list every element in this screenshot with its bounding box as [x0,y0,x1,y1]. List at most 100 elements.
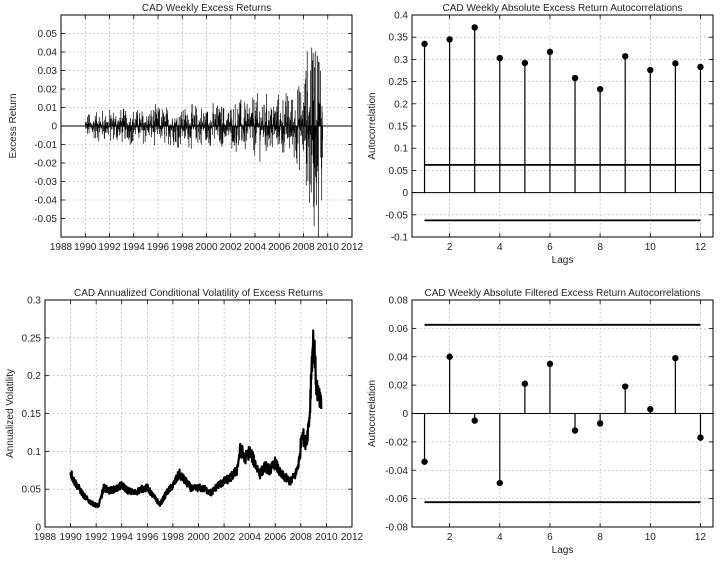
y-tick-label: 0.06 [389,324,409,335]
x-tick-label: 2010 [317,242,340,253]
x-tick-label: 2 [447,242,453,253]
stem-marker [571,427,579,434]
y-tick-label: -0.01 [34,140,57,151]
x-tick-label: 1988 [34,532,57,543]
x-tick-label: 1996 [136,532,159,543]
x-tick-label: 2004 [244,242,267,253]
x-tick-label: 2002 [213,532,236,543]
chart-panel-3: 1988 1990 1992 1994 1996 1998 2000 2002 2004 2006… [5,288,364,543]
return-series [84,47,324,237]
stem-marker [421,458,428,465]
stem-marker [647,66,654,74]
stem-marker [596,420,604,427]
stem-marker [546,48,554,56]
y-tick-label: 0.35 [389,33,409,44]
y-tick-label: 0.02 [38,85,58,96]
y-tick-label: 0.03 [38,66,58,77]
x-tick-label: 1992 [85,532,108,543]
stem-marker [672,60,679,67]
x-tick-label: 8 [597,242,603,253]
y-tick-label: 0 [402,409,408,420]
x-tick-label: 6 [547,532,553,543]
x-tick-label: 12 [695,532,707,543]
y-tick-label: 0.05 [389,166,409,177]
stem-marker [471,24,478,31]
y-tick-label: 0.1 [27,447,41,458]
x-tick-label: 1998 [171,242,194,253]
x-tick-label: 1994 [123,242,146,253]
y-tick-label: -0.04 [385,466,408,477]
y-axis-label: Autocorrelation [367,380,378,447]
x-tick-label: 1996 [147,242,170,253]
volatility-line [69,329,323,509]
y-tick-label: 0 [402,188,408,199]
y-tick-label: 0.25 [22,333,42,344]
stem-marker [446,353,453,360]
y-tick-label: 0.04 [38,48,58,59]
y-tick-label: 0.1 [394,144,408,155]
stem-marker [697,434,704,441]
y-tick-label: 0.05 [22,485,42,496]
y-tick-label: 0.2 [394,99,408,110]
stem-marker [496,54,503,62]
stem-marker [622,383,629,390]
x-tick-label: 4 [497,242,503,253]
x-tick-label: 1990 [59,532,82,543]
y-tick-label: -0.06 [385,494,408,505]
y-tick-label: 0.15 [22,409,42,420]
x-tick-label: 2006 [268,242,291,253]
x-axis-label: Lags [552,255,574,266]
y-axis-label: Autocorrelation [367,92,378,159]
y-axis-label: Excess Return [8,93,19,158]
x-tick-label: 1992 [98,242,121,253]
stem-marker [521,59,529,67]
y-tick-label: 0 [51,122,57,133]
x-tick-label: 6 [547,242,553,253]
y-tick-label: 0.05 [38,29,58,40]
x-tick-label: 2012 [341,532,364,543]
stem-marker [622,53,629,60]
y-tick-label: 0.3 [394,55,408,66]
x-tick-label: 4 [497,532,503,543]
x-tick-label: 2008 [292,242,315,253]
stem-marker [672,354,679,362]
y-tick-label: 0.3 [27,296,41,307]
y-tick-label: -0.05 [34,214,57,225]
y-tick-label: 0 [35,523,41,534]
chart-title: CAD Annualized Conditional Volatility of… [74,288,323,299]
stem-marker [521,380,529,387]
x-tick-label: 2000 [187,532,210,543]
chart-panel-4: 2 4 6 8 10 12 -0.08 -0.06 -0.04 -0.02 0 0.02 0.04 0.0… [367,288,714,556]
y-tick-label: 0.02 [389,381,409,392]
x-tick-label: 1990 [74,242,97,253]
x-tick-label: 2002 [220,242,243,253]
chart-title: CAD Weekly Absolute Filtered Excess Retu… [424,288,700,299]
chart-panel-1: 1988 1990 1992 1994 1996 1998 2000 2002 2004 2006… [8,3,364,253]
x-tick-label: 10 [645,532,657,543]
x-tick-label: 2010 [315,532,338,543]
x-tick-label: 1994 [111,532,134,543]
stem-marker [697,63,704,71]
stem-marker [471,417,478,424]
y-tick-label: -0.02 [385,437,408,448]
x-tick-label: 12 [695,242,707,253]
x-tick-label: 2008 [290,532,313,543]
x-tick-label: 2012 [341,242,364,253]
y-tick-label: 0.01 [38,103,58,114]
y-tick-label: -0.1 [391,233,409,244]
x-tick-label: 1988 [50,242,73,253]
y-tick-label: -0.03 [34,177,57,188]
stem-marker [571,74,579,82]
x-tick-label: 2 [447,532,453,543]
x-tick-label: 2006 [264,532,287,543]
y-tick-label: 0.2 [27,371,41,382]
x-tick-label: 8 [597,532,603,543]
stem-marker [596,85,604,93]
chart-title: CAD Weekly Excess Returns [142,3,271,14]
stem-marker [647,406,654,413]
stem-marker [446,36,453,43]
stem-marker [546,360,554,368]
y-tick-label: 0.04 [389,352,409,363]
